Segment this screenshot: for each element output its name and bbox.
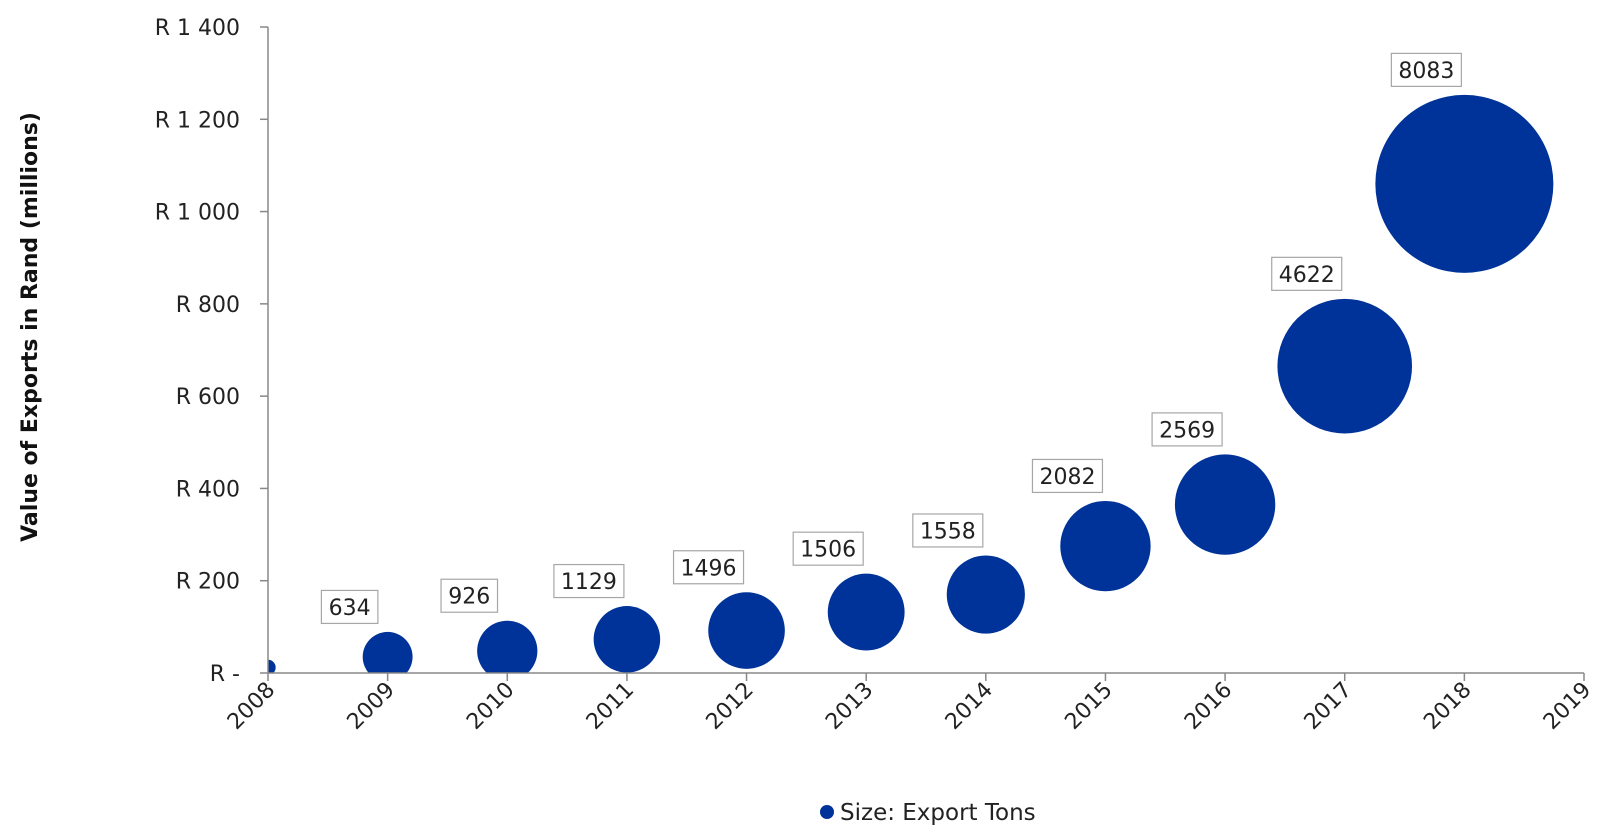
y-tick-label: R 400 — [176, 477, 240, 502]
bubble-point — [946, 555, 1025, 634]
bubbles-layer — [268, 94, 1554, 673]
data-label-text: 926 — [448, 585, 490, 610]
bubble-point — [362, 631, 413, 673]
y-tick-label: R 1 000 — [155, 201, 240, 226]
data-label-box — [912, 513, 984, 548]
data-label-text: 8083 — [1398, 59, 1454, 84]
bubble-point — [268, 659, 276, 673]
axes-layer — [267, 27, 1584, 674]
bubble-point — [593, 606, 661, 673]
bubble-point — [477, 620, 538, 673]
data-label-box — [792, 531, 864, 566]
legend-label: Size: Export Tons — [840, 800, 1036, 826]
data-label: 2569 — [1151, 412, 1223, 447]
data-label-box — [1151, 412, 1223, 447]
x-tick-label: 2013 — [821, 678, 878, 735]
y-tick-label: R 600 — [176, 385, 240, 410]
legend: Size: Export Tons — [820, 800, 1036, 826]
data-label-box — [440, 578, 499, 613]
data-label: 4622 — [1271, 256, 1343, 291]
x-tick-label: 2018 — [1419, 678, 1476, 735]
y-tick-label: R 1 200 — [155, 108, 240, 133]
data-label: 1129 — [553, 563, 625, 599]
x-tick-label: 2011 — [582, 678, 639, 735]
y-tick-label: R 800 — [176, 293, 240, 318]
data-label: 1558 — [912, 513, 984, 548]
bubble-point — [708, 592, 785, 669]
x-tick-label: 2014 — [941, 678, 998, 735]
x-tick-label: 2012 — [702, 678, 759, 735]
bubble-point — [1375, 94, 1554, 273]
data-labels-layer: 634 926 1129 1496 1506 1558 2082 2569 4622 8083 — [320, 52, 1462, 625]
data-label-text: 2569 — [1159, 418, 1215, 443]
data-label-box — [1390, 52, 1462, 87]
data-label-box — [1271, 256, 1343, 291]
x-tick-label: 2009 — [343, 678, 400, 735]
x-tick-label: 2010 — [462, 678, 519, 735]
bubble-point — [1277, 298, 1413, 434]
legend-marker — [820, 805, 834, 819]
data-label-text: 1496 — [681, 556, 737, 581]
data-label-box — [1031, 458, 1104, 494]
x-ticks-layer: 2008 2009 2010 2011 2012 2013 2014 2015 2016 2017… — [223, 673, 1596, 735]
data-label: 1506 — [792, 531, 864, 566]
y-tick-label: R 1 400 — [155, 16, 240, 41]
y-tick-label: R 200 — [176, 570, 240, 595]
data-label-box — [672, 550, 745, 585]
y-ticks-layer: R - R 200 R 400 R 600 R 800 R 1 000 R 1 200 R 1… — [155, 16, 268, 687]
data-label-box — [553, 563, 625, 599]
y-tick-label: R - — [210, 662, 240, 687]
data-label: 926 — [440, 578, 499, 613]
data-label: 8083 — [1390, 52, 1462, 87]
bubble-point — [1174, 454, 1276, 555]
data-label-box — [320, 589, 379, 625]
x-tick-label: 2017 — [1300, 678, 1357, 735]
data-label-text: 4622 — [1279, 263, 1335, 288]
x-tick-label: 2016 — [1180, 678, 1237, 735]
data-label: 1496 — [672, 550, 745, 585]
data-label-text: 1506 — [800, 538, 856, 563]
data-label-text: 634 — [329, 596, 371, 621]
bubble-point — [1060, 500, 1151, 592]
x-tick-label: 2015 — [1060, 678, 1117, 735]
data-label-text: 1558 — [920, 519, 976, 544]
data-label: 634 — [320, 589, 379, 625]
data-label-text: 2082 — [1039, 465, 1095, 490]
bubble-point — [827, 573, 905, 651]
data-label-text: 1129 — [561, 570, 617, 595]
data-label: 2082 — [1031, 458, 1104, 494]
y-axis-title: Value of Exports in Rand (millions) — [18, 112, 43, 542]
x-tick-label: 2019 — [1539, 678, 1596, 735]
